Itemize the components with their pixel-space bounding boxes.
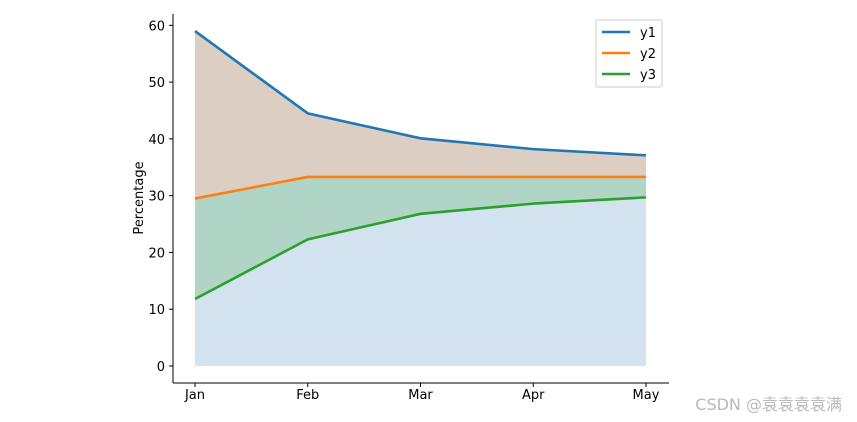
x-ticks: Jan Feb Mar Apr May (184, 383, 660, 403)
x-tick-label: Jan (184, 388, 205, 403)
y-tick-label: 30 (148, 190, 165, 205)
y-tick-label: 0 (157, 360, 165, 375)
area-fill-y3-to-y2 (195, 176, 646, 299)
legend-label-y3: y3 (640, 68, 656, 83)
y-ticks: 0 10 20 30 40 50 60 (148, 19, 173, 375)
x-tick-label: Feb (296, 388, 319, 403)
y-tick-label: 50 (148, 76, 165, 91)
legend: y1 y2 y3 (595, 19, 663, 88)
series-lines (194, 29, 647, 301)
series-line-y3 (194, 196, 647, 301)
watermark: CSDN @袁袁袁袁满 (695, 395, 842, 414)
x-tick-label: May (633, 388, 660, 403)
legend-label-y1: y1 (640, 26, 656, 41)
series-line-y1 (194, 29, 647, 157)
y-tick-label: 10 (148, 303, 165, 318)
series-line-y2 (194, 175, 646, 200)
y-tick-label: 20 (148, 246, 165, 261)
area-fill-y2-to-y1 (195, 31, 646, 199)
x-tick-label: Apr (522, 388, 545, 403)
legend-label-y2: y2 (640, 47, 656, 62)
y-axis-label: Percentage (132, 161, 147, 234)
x-tick-label: Mar (408, 388, 433, 403)
y-tick-label: 40 (148, 133, 165, 148)
y-tick-label: 60 (148, 19, 165, 34)
